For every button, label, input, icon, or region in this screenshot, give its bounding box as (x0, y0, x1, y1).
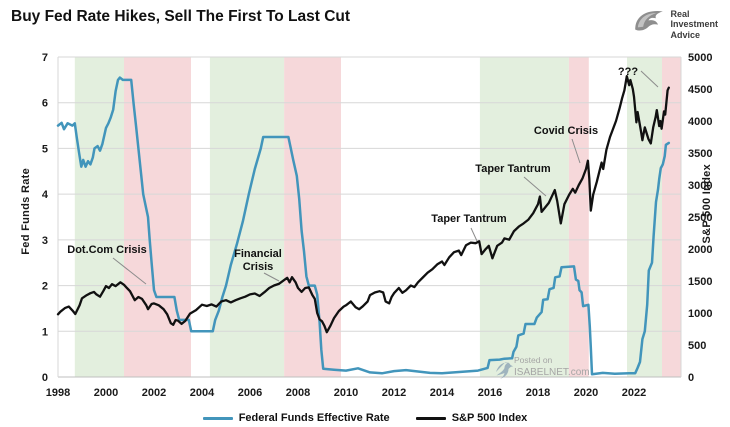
y-right-tick-label: 500 (688, 340, 706, 352)
series-federal-funds-effective-rate (56, 76, 671, 376)
annotation-leader-line (470, 227, 478, 242)
y-right-tick-label: 1000 (688, 308, 712, 320)
y-left-tick-label: 3 (42, 235, 48, 247)
legend-label: Federal Funds Effective Rate (238, 412, 390, 424)
annotation-leader-line (263, 272, 280, 282)
annotation-label: ??? (618, 66, 638, 78)
band-green (209, 57, 285, 377)
sp500-line-swatch (415, 416, 446, 420)
band-green (74, 57, 124, 377)
eagle-icon (632, 5, 666, 44)
series-s-p-500-index (56, 75, 670, 334)
y-right-tick-label: 2500 (688, 212, 712, 224)
x-tick-label: 2008 (286, 387, 310, 399)
x-tick-label: 2014 (430, 387, 455, 399)
brand-line: Real (670, 8, 690, 19)
x-tick-label: 2018 (526, 387, 550, 399)
brand-line: Investment (670, 19, 718, 30)
brand-name: Real Investment Advice (670, 9, 718, 41)
bird-icon (496, 362, 514, 379)
x-tick-label: 2000 (94, 387, 118, 399)
chart-legend: Federal Funds Effective Rate S&P 500 Ind… (0, 412, 730, 424)
y-right-tick-label: 2000 (688, 244, 712, 256)
watermark-site: ISABELNET.com (514, 367, 590, 378)
y-left-tick-label: 2 (42, 281, 48, 293)
y-right-tick-label: 3500 (688, 148, 712, 160)
x-tick-label: 2020 (574, 387, 598, 399)
annotation-label: Dot.Com Crisis (67, 244, 146, 256)
annotation-leader-line (640, 70, 659, 88)
y-right-tick-label: 0 (688, 372, 694, 384)
legend-label: S&P 500 Index (451, 412, 528, 424)
y-left-tick-label: 1 (42, 326, 48, 338)
x-tick-label: 2016 (478, 387, 502, 399)
band-red (568, 57, 589, 377)
y-left-tick-label: 4 (42, 189, 49, 201)
x-tick-label: 2012 (382, 387, 406, 399)
x-tick-label: 2004 (190, 387, 215, 399)
x-tick-label: 2010 (334, 387, 358, 399)
y-right-tick-label: 5000 (688, 52, 712, 64)
y-left-tick-label: 5 (42, 143, 48, 155)
page-title: Buy Fed Rate Hikes, Sell The First To La… (11, 8, 351, 25)
x-tick-label: 1998 (46, 387, 70, 399)
annotation-label: Financial Crisis (234, 248, 282, 273)
annotation-leader-line (112, 257, 147, 285)
y-left-tick-label: 6 (42, 98, 48, 110)
annotation-label: Covid Crisis (534, 125, 598, 137)
fed-funds-line-swatch (202, 416, 233, 420)
y-left-tick-label: 7 (42, 52, 48, 64)
y-right-tick-label: 1500 (688, 276, 712, 288)
watermark-posted-on: Posted on (514, 355, 553, 365)
y-right-tick-label: 4000 (688, 116, 712, 128)
annotation-leader-line (571, 138, 581, 164)
y-right-tick-label: 4500 (688, 84, 712, 96)
y-right-tick-label: 3000 (688, 180, 712, 192)
brand-line: Advice (670, 29, 700, 40)
annotation-label: Taper Tantrum (475, 163, 551, 175)
band-red (662, 57, 681, 377)
brand-logo: Real Investment Advice (632, 5, 718, 44)
annotation-label: Taper Tantrum (431, 213, 507, 225)
y-left-tick-label: 0 (42, 372, 48, 384)
band-red (284, 57, 341, 377)
x-tick-label: 2002 (142, 387, 166, 399)
x-tick-label: 2022 (622, 387, 646, 399)
x-tick-label: 2006 (238, 387, 262, 399)
annotation-leader-line (523, 176, 547, 197)
legend-item-sp500: S&P 500 Index (415, 412, 528, 424)
legend-item-fed-funds: Federal Funds Effective Rate (202, 412, 390, 424)
